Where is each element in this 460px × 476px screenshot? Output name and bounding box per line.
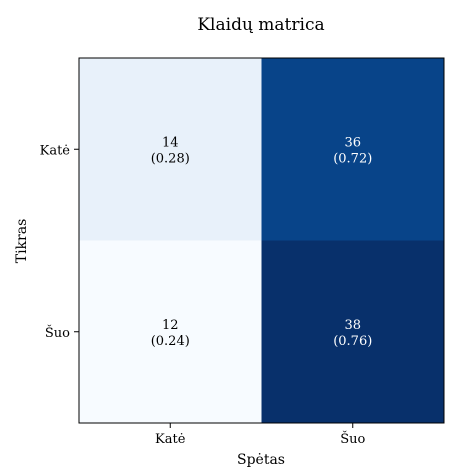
- heatmap-cell: [79, 240, 262, 423]
- cell-fraction-label: (0.76): [333, 334, 372, 349]
- heatmap-cell: [79, 58, 262, 241]
- cell-count-label: 12: [162, 318, 179, 333]
- chart-title: Klaidų matrica: [197, 15, 324, 35]
- heatmap-plot-area: 14(0.28) 36(0.72) 12(0.24) 38(0.76) Katė Šuo K…: [40, 57, 445, 447]
- cell-fraction-label: (0.72): [333, 151, 372, 166]
- cell-count-label: 14: [162, 135, 179, 150]
- cell-count-label: 36: [344, 135, 361, 150]
- x-axis-label: Spėtas: [237, 452, 285, 468]
- heatmap-cell: [261, 240, 444, 423]
- y-tick-label: Šuo: [45, 324, 70, 341]
- cell-count-label: 38: [344, 318, 361, 333]
- heatmap-cell: [261, 58, 444, 241]
- cell-fraction-label: (0.28): [151, 151, 190, 166]
- x-tick-label: Katė: [155, 432, 186, 447]
- plot-frame: [78, 57, 445, 424]
- y-axis-label: Tikras: [14, 219, 30, 264]
- cell-fraction-label: (0.24): [151, 334, 190, 349]
- y-tick-label: Katė: [40, 143, 71, 158]
- x-tick-label: Šuo: [340, 430, 365, 447]
